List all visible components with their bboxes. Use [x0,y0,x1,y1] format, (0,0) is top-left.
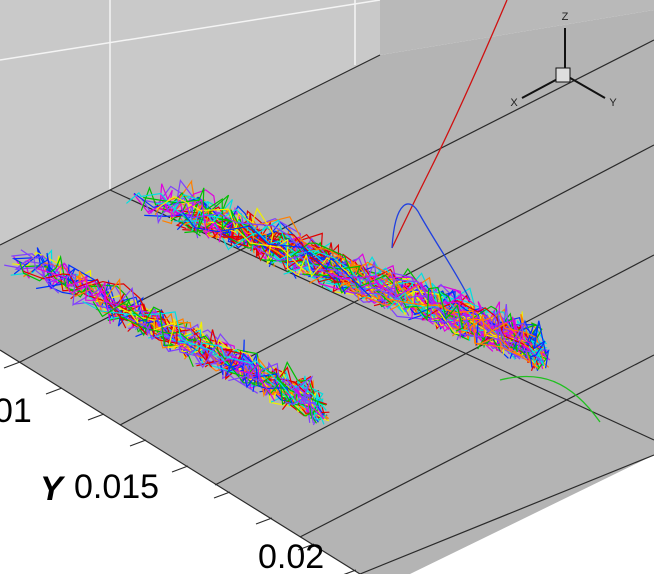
tick-mark [256,518,272,524]
triad-label: Z [562,11,569,23]
tick-label: 0.02 [258,538,324,574]
tick-mark [340,570,356,574]
triad-label: X [510,97,518,109]
tick-label: 01 [0,392,32,430]
triad-label: Y [609,97,617,109]
tick-mark [130,440,146,446]
tick-mark [88,414,104,420]
scene: Z X Y 01 Y 0.015 0.02 [0,0,654,574]
tick-mark [46,388,62,394]
axis-title: Y [40,470,66,508]
tick-mark [4,362,20,368]
tick-mark [172,466,188,472]
tick-label: 0.015 [74,468,159,506]
tick-mark [214,492,230,498]
